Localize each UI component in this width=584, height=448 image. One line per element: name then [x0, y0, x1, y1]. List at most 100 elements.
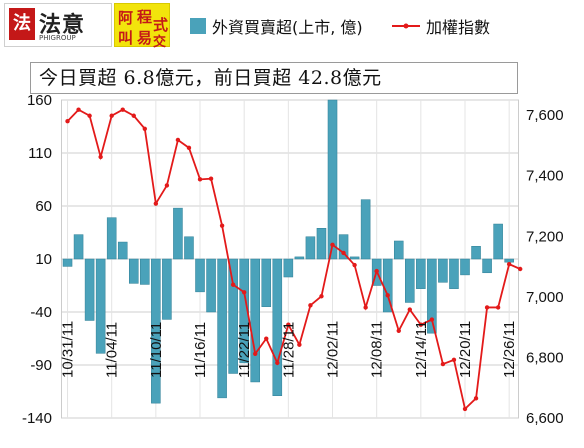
index-point — [109, 113, 114, 118]
index-point — [65, 119, 70, 124]
index-point — [518, 266, 523, 272]
legend-bar-swatch — [190, 18, 206, 34]
index-point — [462, 406, 468, 412]
bar-mark — [151, 258, 161, 404]
bar-series — [62, 99, 514, 404]
index-point — [131, 113, 136, 118]
bar-mark — [84, 258, 95, 321]
index-point — [451, 357, 457, 363]
logo-name: 法意 — [39, 13, 86, 38]
logo-char-1: 阿 — [118, 9, 134, 27]
bar-mark — [360, 199, 371, 260]
right-tick-label: 7,200 — [526, 228, 564, 245]
bar-mark — [140, 258, 150, 285]
bar-mark — [471, 246, 481, 260]
left-tick-label: 110 — [28, 145, 52, 162]
bar-mark — [393, 240, 404, 260]
index-point — [120, 107, 125, 112]
x-tick-label: 12/20/11 — [457, 321, 474, 378]
legend-line-label: 加權指數 — [426, 18, 491, 37]
index-point — [286, 322, 291, 327]
left-tick-label: -140 — [22, 410, 52, 427]
index-point — [396, 328, 401, 333]
bar-mark — [228, 258, 238, 374]
index-point — [186, 145, 192, 151]
x-tick-label: 11/10/11 — [148, 322, 165, 378]
index-point — [407, 307, 412, 312]
logo-seal: 法 — [9, 8, 35, 40]
bar-mark — [438, 258, 448, 283]
x-axis: 10/31/11 11/04/11 11/10/11 11/16/11 11/22/11… — [60, 321, 519, 378]
index-point — [275, 360, 280, 366]
bar-mark — [206, 258, 216, 313]
right-tick-label: 7,000 — [526, 289, 564, 306]
index-point — [352, 262, 357, 268]
right-tick-label: 7,600 — [526, 107, 564, 124]
bar-mark — [482, 258, 492, 274]
x-tick-label: 10/31/11 — [60, 321, 77, 378]
logo-char-3: 式 — [153, 16, 169, 34]
index-point — [429, 317, 435, 322]
legend-bar-label: 外資買賣超(上市, 億) — [212, 18, 363, 37]
x-tick-label: 12/08/11 — [369, 321, 386, 378]
logo-char-2: 程 — [137, 8, 153, 26]
logo-char-5: 易 — [137, 29, 153, 47]
index-point — [506, 261, 512, 267]
index-point — [208, 176, 214, 181]
bar-mark — [283, 258, 294, 278]
right-tick-label: 7,400 — [526, 168, 564, 185]
index-point — [473, 396, 479, 401]
logo-char-4: 叫 — [118, 29, 134, 47]
bar-mark — [327, 99, 338, 260]
right-axis: 7,600 7,400 7,200 7,000 6,800 6,600 — [526, 107, 564, 427]
bar-mark — [250, 258, 260, 383]
bar-mark — [504, 258, 514, 263]
index-point — [363, 305, 368, 310]
bar-mark — [62, 258, 73, 267]
x-tick-label: 12/26/11 — [501, 321, 518, 378]
bar-mark — [272, 258, 283, 396]
logo-sub: PHIGROUP — [39, 34, 76, 42]
bar-mark — [294, 256, 305, 260]
left-tick-label: 160 — [27, 92, 52, 109]
x-tick-label: 11/28/11 — [280, 322, 297, 378]
bar-mark — [95, 258, 106, 354]
right-tick-label: 6,600 — [526, 410, 564, 427]
index-point — [330, 242, 335, 247]
bar-mark — [460, 258, 470, 276]
bar-mark — [184, 236, 194, 260]
index-point — [440, 361, 446, 367]
bar-mark — [73, 234, 84, 260]
logo-char-6: 交 — [153, 35, 167, 50]
index-point — [87, 113, 92, 118]
bar-mark — [349, 256, 360, 260]
trading-logo: 阿 程 式 叫 易 交 — [114, 3, 170, 50]
index-point — [230, 282, 236, 287]
bar-mark — [416, 258, 426, 289]
phigroup-logo: 法 法意 PHIGROUP — [4, 3, 112, 47]
index-point — [484, 305, 490, 310]
left-tick-label: -40 — [30, 304, 52, 321]
index-point — [341, 250, 346, 256]
index-point — [253, 351, 258, 356]
bar-mark — [261, 258, 272, 307]
bar-mark — [239, 258, 249, 364]
bar-mark — [162, 258, 172, 320]
index-point — [241, 290, 247, 295]
x-tick-label: 11/16/11 — [192, 322, 209, 378]
left-tick-label: 60 — [35, 198, 52, 215]
x-tick-label: 12/14/11 — [413, 321, 430, 378]
right-tick-label: 6,800 — [526, 349, 564, 366]
bar-mark — [117, 241, 128, 260]
left-tick-label: 10 — [35, 251, 52, 268]
x-tick-label: 11/04/11 — [104, 322, 121, 378]
index-point — [264, 336, 269, 341]
bar-mark — [449, 258, 459, 289]
bar-mark — [316, 228, 327, 260]
index-point — [308, 303, 313, 308]
bar-mark — [338, 234, 349, 260]
index-point — [175, 137, 181, 143]
index-point — [374, 268, 379, 274]
index-point — [197, 177, 203, 182]
